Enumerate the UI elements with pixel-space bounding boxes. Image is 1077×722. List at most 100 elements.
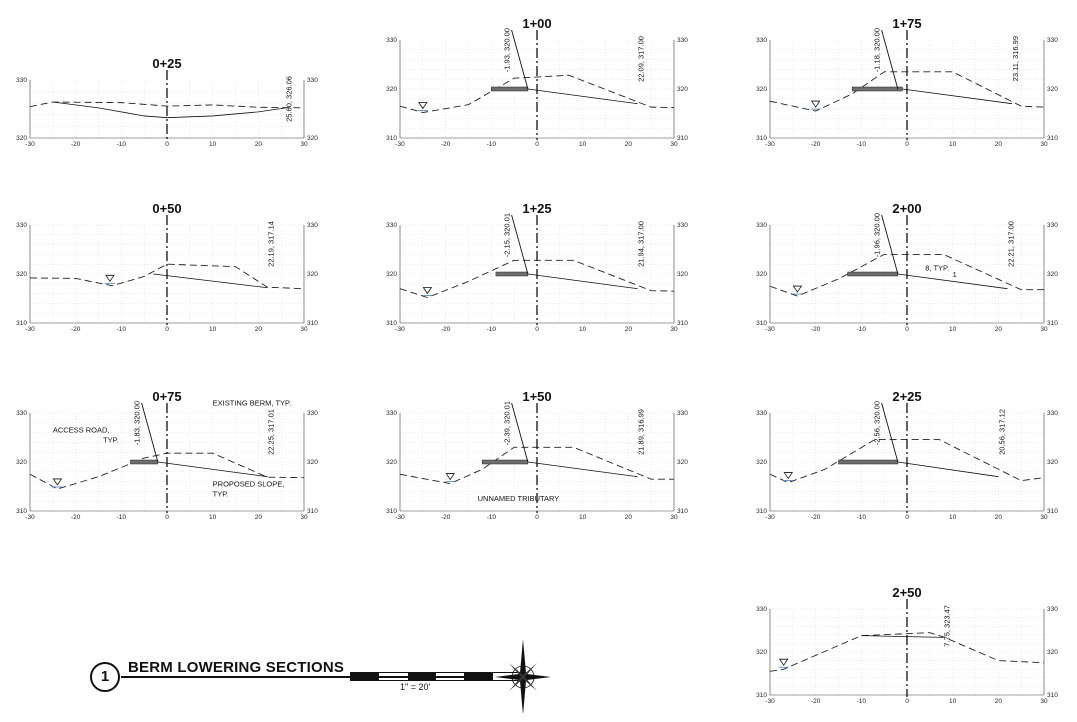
water-surface-icon (105, 274, 115, 283)
existing-ground-line (399, 74, 675, 113)
x-tick-label: 0 (165, 326, 169, 333)
x-tick-label: -20 (811, 141, 821, 148)
proposed-slope-line (527, 461, 638, 478)
x-tick-label: -30 (765, 514, 775, 521)
x-tick-label: 20 (255, 514, 263, 521)
y-tick-label: 330 (307, 410, 318, 417)
x-tick-label: 30 (300, 326, 308, 333)
x-tick-label: 0 (165, 141, 169, 148)
x-tick-label: 10 (949, 326, 957, 333)
crest-elevation-label: -1.18, 320.00 (873, 28, 882, 72)
x-tick-label: -30 (395, 326, 405, 333)
y-tick-label: 320 (307, 271, 318, 278)
y-tick-label: 330 (16, 222, 27, 229)
proposed-slope-line (902, 88, 1013, 105)
y-tick-label: 320 (677, 459, 688, 466)
y-tick-label: 330 (307, 77, 318, 84)
x-tick-label: -20 (71, 326, 81, 333)
station-label: 2+50 (892, 585, 921, 600)
crest-elevation-label: -2.39, 320.01 (503, 401, 512, 445)
scale-label: 1" = 20' (400, 682, 431, 692)
y-tick-label: 320 (677, 86, 688, 93)
drawing-title: BERM LOWERING SECTIONS (128, 659, 345, 676)
x-tick-label: -30 (395, 141, 405, 148)
annotation-text: 1 (953, 270, 957, 279)
y-tick-label: 330 (386, 410, 397, 417)
section-panel-0-75: -30 -20 -10 0 10 20 30 310 310 320 320 330 330 0+75 22… (12, 381, 322, 538)
y-tick-label: 310 (386, 508, 397, 515)
y-tick-label: 330 (677, 222, 688, 229)
y-tick-label: 310 (756, 692, 767, 699)
x-tick-label: -20 (811, 698, 821, 705)
y-tick-label: 320 (1047, 459, 1058, 466)
x-tick-label: 20 (995, 514, 1003, 521)
x-tick-label: -10 (857, 514, 867, 521)
proposed-slope-line (897, 273, 1008, 290)
access-road (491, 86, 529, 92)
y-tick-label: 330 (1047, 410, 1058, 417)
y-tick-label: 330 (16, 77, 27, 84)
callout-leader (511, 214, 529, 275)
station-label: 2+25 (892, 389, 921, 404)
x-tick-label: -20 (441, 514, 451, 521)
x-tick-label: 30 (1040, 698, 1048, 705)
existing-ground-line (769, 632, 1045, 672)
station-label: 1+75 (892, 16, 921, 31)
water-surface-icon (52, 478, 63, 486)
proposed-slope-line (52, 101, 286, 119)
existing-ground-line (769, 253, 1044, 297)
x-tick-label: -30 (765, 326, 775, 333)
title-underline (121, 676, 466, 678)
x-tick-label: 30 (1040, 514, 1048, 521)
water-surface-icon (792, 285, 803, 293)
proposed-slope-line (157, 461, 268, 478)
x-tick-label: -10 (487, 514, 497, 521)
y-tick-label: 320 (386, 86, 397, 93)
y-tick-label: 310 (677, 508, 688, 515)
toe-elevation-label: 21.89, 316.99 (636, 409, 645, 455)
y-tick-label: 320 (16, 135, 27, 142)
callout-leader (511, 29, 529, 90)
x-tick-label: 20 (625, 326, 633, 333)
x-tick-label: -10 (487, 326, 497, 333)
y-tick-label: 310 (16, 320, 27, 327)
y-tick-label: 310 (16, 508, 27, 515)
y-tick-label: 310 (1047, 320, 1058, 327)
x-tick-label: 20 (995, 698, 1003, 705)
x-tick-label: 10 (579, 326, 587, 333)
x-tick-label: 30 (670, 141, 678, 148)
x-tick-label: 30 (300, 514, 308, 521)
y-tick-label: 310 (756, 135, 767, 142)
station-label: 1+50 (522, 389, 551, 404)
x-tick-label: 10 (949, 141, 957, 148)
annotation-text: PROPOSED SLOPE, (213, 480, 285, 489)
x-tick-label: -10 (857, 326, 867, 333)
y-tick-label: 330 (307, 222, 318, 229)
water-surface-icon (445, 473, 455, 481)
y-tick-label: 320 (756, 271, 767, 278)
access-road (851, 86, 903, 92)
existing-ground-line (399, 259, 675, 298)
y-tick-label: 320 (677, 271, 688, 278)
crest-elevation-label: -1.93, 320.00 (503, 28, 512, 72)
proposed-slope-line (527, 273, 638, 290)
y-tick-label: 320 (1047, 271, 1058, 278)
section-panel-0-50: -30 -20 -10 0 10 20 30 310 310 320 320 330 330 0+50 22… (12, 193, 322, 350)
proposed-slope-line (897, 461, 999, 478)
y-tick-label: 320 (307, 135, 318, 142)
x-tick-label: 20 (995, 141, 1003, 148)
section-panel-2-50: -30 -20 -10 0 10 20 30 310 310 320 320 330 330 2+50 7.… (752, 577, 1062, 722)
annotation-text: EXISTING BERM, TYP. (213, 399, 292, 408)
x-tick-label: 30 (670, 326, 678, 333)
toe-elevation-label: 22.21, 317.00 (1006, 221, 1015, 267)
station-label: 0+25 (152, 56, 181, 71)
y-tick-label: 310 (756, 320, 767, 327)
toe-elevation-label: 22.19, 317.14 (266, 221, 275, 267)
x-tick-label: 0 (165, 514, 169, 521)
x-tick-label: 30 (670, 514, 678, 521)
y-tick-label: 330 (756, 37, 767, 44)
